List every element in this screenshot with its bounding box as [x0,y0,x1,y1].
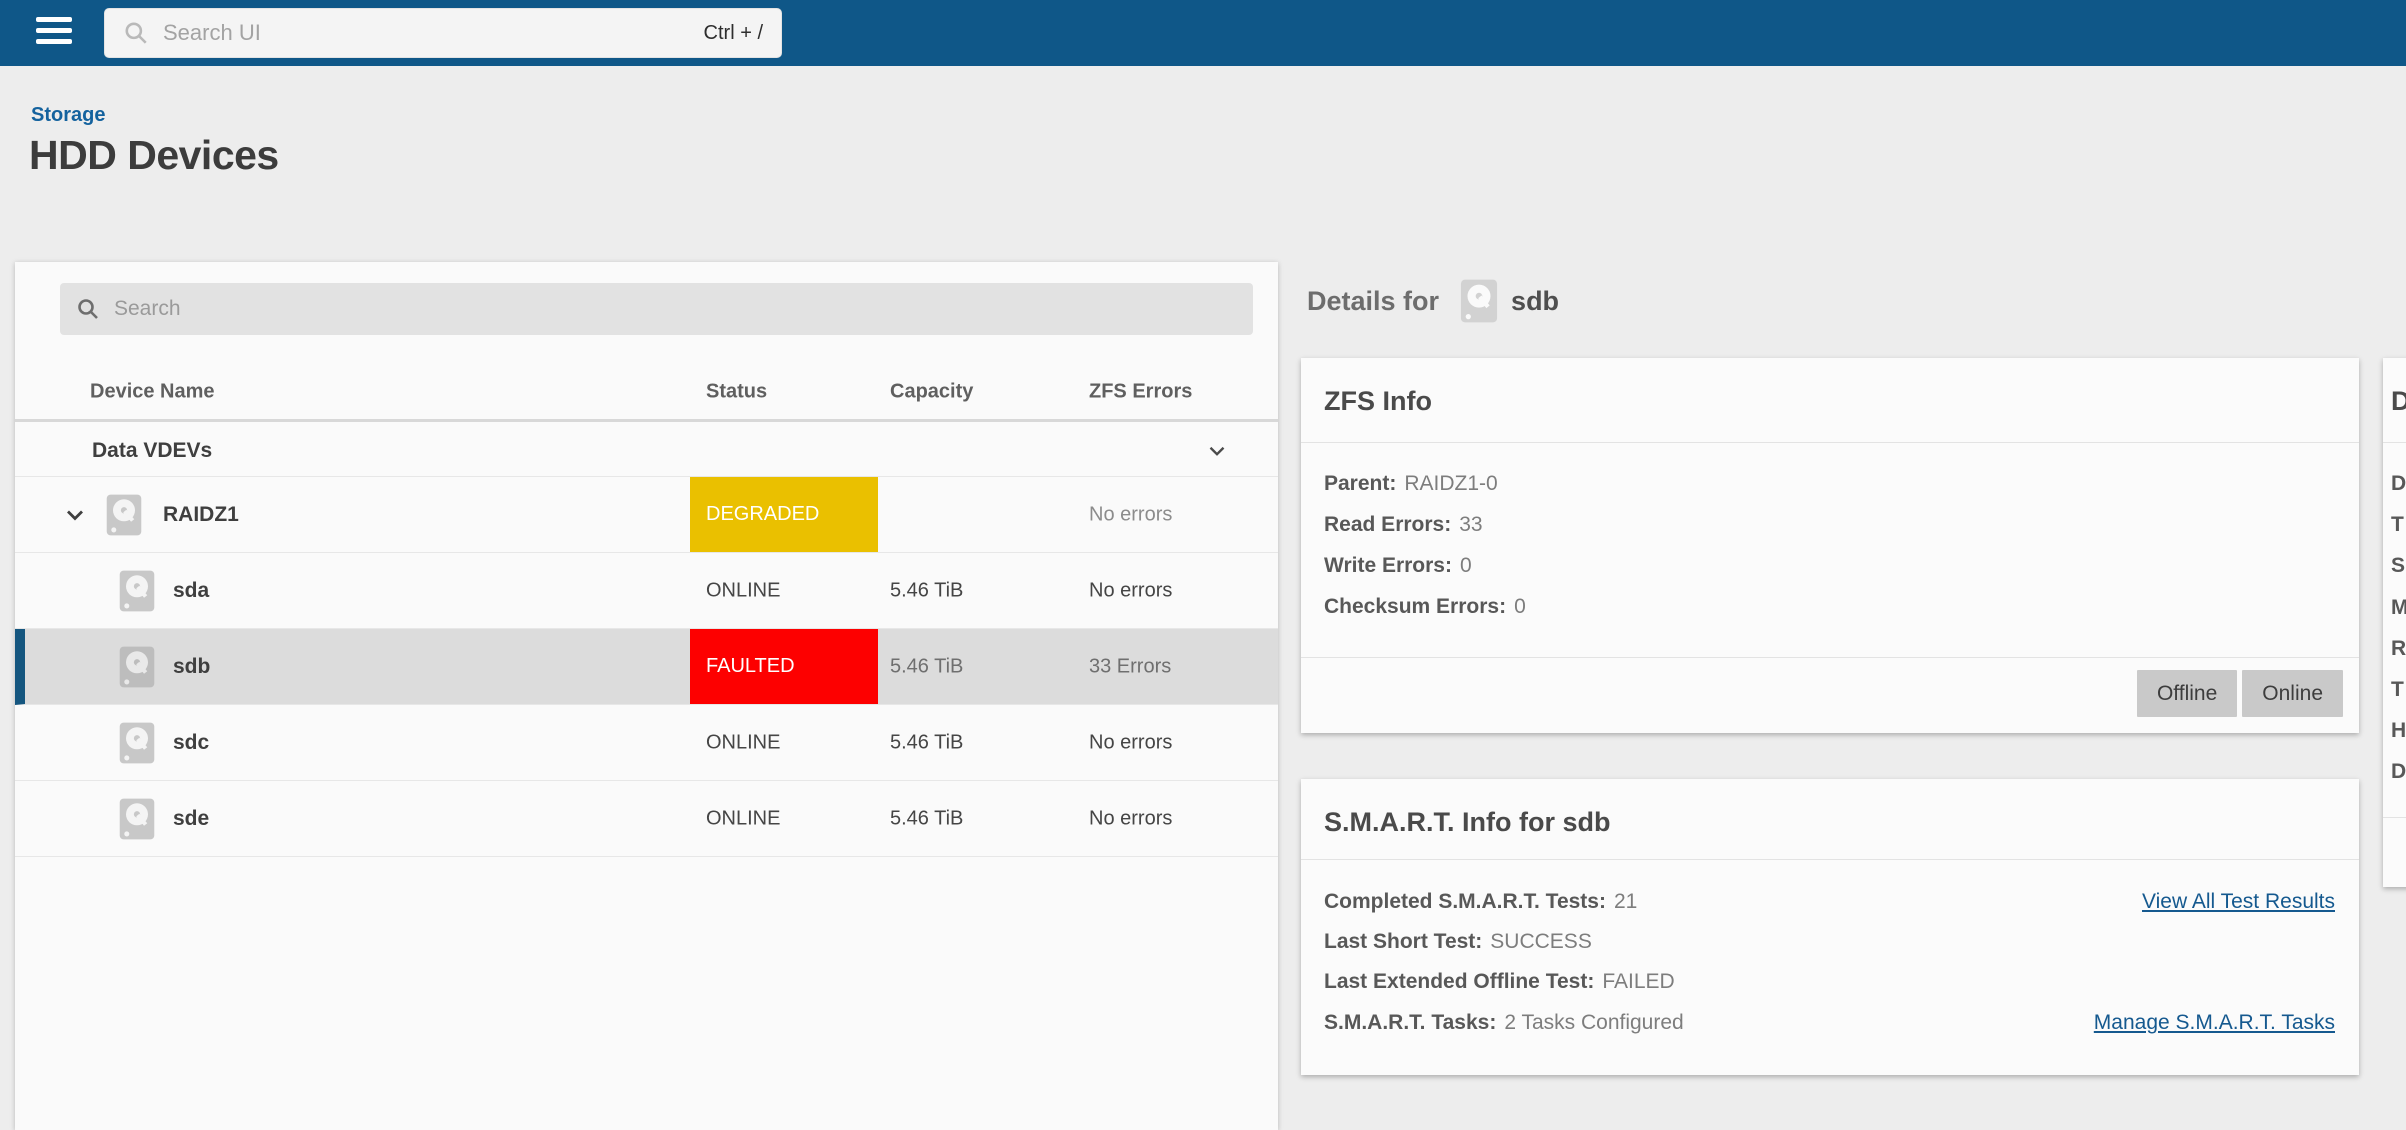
capacity-value: 5.46 TiB [890,807,964,829]
offline-button[interactable]: Offline [2136,670,2238,717]
partial-field: M [2391,596,2406,619]
table-search-input[interactable] [114,297,1237,321]
table-row-raidz1[interactable]: RAIDZ1 DEGRADED No errors [15,477,1278,553]
card-divider [1301,442,2359,443]
hdd-icon [106,494,142,535]
card-divider [1301,657,2359,658]
table-row-sdb[interactable]: sdb FAULTED 5.46 TiB 33 Errors [15,629,1278,705]
status-badge: DEGRADED [690,477,878,552]
zfs-checksum-errors-field: Checksum Errors: 0 [1324,595,1526,618]
zfs-errors-value: No errors [1089,503,1173,525]
hdd-icon [1460,279,1498,323]
zfs-read-errors-field: Read Errors: 33 [1324,513,1483,536]
search-shortcut-hint: Ctrl + / [703,21,763,44]
page-title: HDD Devices [29,132,279,178]
details-device-name: sdb [1511,285,1560,316]
zfs-info-card: ZFS Info Parent: RAIDZ1-0 Read Errors: 33 … [1301,358,2359,733]
partial-field: T [2391,513,2404,536]
device-name: sda [173,578,210,602]
zfs-errors-value: 33 Errors [1089,655,1172,677]
group-row-label: Data VDEVs [92,438,213,462]
card-divider [2383,817,2406,818]
disk-info-card-partial: D D T S M R T H D [2383,358,2406,887]
chevron-down-icon[interactable] [61,501,89,529]
hdd-icon [119,798,155,839]
online-button[interactable]: Online [2242,670,2343,717]
partial-field: D [2391,760,2406,783]
zfs-errors-value: No errors [1089,731,1173,753]
table-group-row-data-vdevs[interactable]: Data VDEVs [15,425,1278,477]
status-value: ONLINE [706,579,781,601]
device-name: sde [173,806,210,830]
table-header: Device Name Status Capacity ZFS Errors [15,365,1278,422]
column-header-device-name: Device Name [90,380,215,403]
chevron-down-icon[interactable] [1204,438,1230,464]
zfs-info-title: ZFS Info [1324,386,1432,416]
table-row-sdc[interactable]: sdc ONLINE 5.46 TiB No errors [15,705,1278,781]
zfs-parent-field: Parent: RAIDZ1-0 [1324,472,1498,495]
zfs-errors-value: No errors [1089,579,1173,601]
smart-last-extended-test-field: Last Extended Offline Test: FAILED [1324,970,1675,993]
column-header-capacity: Capacity [890,380,974,403]
details-heading: Details for sdb [1307,278,1559,324]
hdd-icon [119,570,155,611]
search-icon [78,299,98,319]
table-row-sde[interactable]: sde ONLINE 5.46 TiB No errors [15,781,1278,857]
column-header-status: Status [706,380,768,403]
partial-field: S [2391,554,2406,577]
partial-field: H [2391,719,2406,742]
device-name: sdc [173,730,210,754]
capacity-value: 5.46 TiB [890,579,964,601]
card-divider [2383,442,2406,443]
status-value: ONLINE [706,807,781,829]
hdd-icon [119,646,155,687]
smart-tasks-field: S.M.A.R.T. Tasks: 2 Tasks Configured [1324,1011,1684,1034]
partial-card-title: D [2391,386,2406,416]
zfs-errors-value: No errors [1089,807,1173,829]
top-app-bar: Ctrl + / [0,0,2406,66]
table-row-sda[interactable]: sda ONLINE 5.46 TiB No errors [15,553,1278,629]
capacity-value: 5.46 TiB [890,731,964,753]
global-search-input[interactable] [163,20,704,46]
breadcrumb[interactable]: Storage [31,104,106,126]
manage-smart-tasks-link[interactable]: Manage S.M.A.R.T. Tasks [2093,1011,2335,1034]
view-all-test-results-link[interactable]: View All Test Results [2142,890,2335,913]
zfs-write-errors-field: Write Errors: 0 [1324,554,1472,577]
status-badge: FAULTED [690,629,878,704]
device-name: RAIDZ1 [163,502,239,526]
device-table-panel: Device Name Status Capacity ZFS Errors D… [15,262,1278,1130]
device-name: sdb [173,654,211,678]
capacity-value: 5.46 TiB [890,655,964,677]
global-search-box[interactable]: Ctrl + / [104,8,782,58]
card-divider [1301,859,2359,860]
partial-field: D [2391,472,2406,495]
column-header-zfs-errors: ZFS Errors [1089,380,1193,403]
hdd-icon [119,722,155,763]
smart-info-title: S.M.A.R.T. Info for sdb [1324,807,1611,837]
details-heading-prefix: Details for [1307,285,1440,316]
partial-field: T [2391,678,2404,701]
status-value: ONLINE [706,731,781,753]
smart-completed-tests-field: Completed S.M.A.R.T. Tests: 21 [1324,890,1638,913]
smart-info-card: S.M.A.R.T. Info for sdb Completed S.M.A.… [1301,779,2359,1075]
search-icon [125,22,147,44]
table-search-box[interactable] [60,283,1253,335]
partial-field: R [2391,637,2406,660]
hamburger-menu-icon[interactable] [36,17,72,49]
smart-last-short-test-field: Last Short Test: SUCCESS [1324,930,1592,953]
